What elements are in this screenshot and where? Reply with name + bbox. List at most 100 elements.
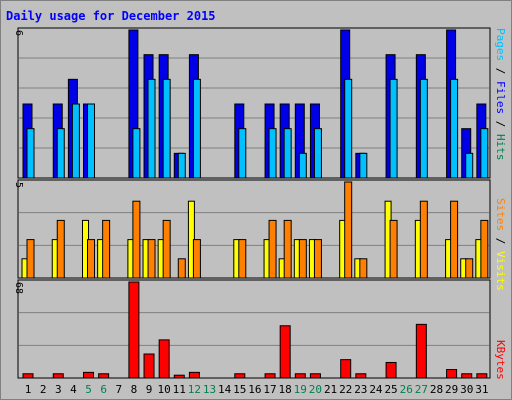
bar-kbytes-day-25 — [385, 361, 397, 379]
x-tick-label-day-18: 18 — [279, 383, 292, 396]
bar-sites-day-1 — [26, 239, 35, 279]
bar-files-day-4 — [71, 103, 80, 179]
x-tick-label-day-10: 10 — [158, 383, 171, 396]
bar-sites-day-19 — [298, 239, 307, 279]
x-tick-label-day-29: 29 — [445, 383, 458, 396]
bar-kbytes-day-17 — [264, 373, 276, 379]
x-tick-label-day-22: 22 — [339, 383, 352, 396]
bar-kbytes-day-5 — [83, 371, 95, 379]
legend-files: Files — [494, 81, 507, 114]
bar-files-day-12 — [192, 78, 201, 179]
x-tick-label-day-9: 9 — [146, 383, 153, 396]
bar-sites-day-22 — [344, 181, 353, 279]
bar-files-day-25 — [389, 78, 398, 179]
bar-files-day-11 — [177, 152, 186, 179]
x-tick-label-day-12: 12 — [188, 383, 201, 396]
panel-frame — [17, 27, 491, 179]
x-tick-label-day-3: 3 — [55, 383, 62, 396]
panel-frame — [17, 179, 491, 279]
bar-sites-day-23 — [359, 258, 368, 279]
bar-files-day-27 — [419, 78, 428, 179]
plot-area: 6 5 68 — [13, 27, 491, 379]
legend-area: Pages / Files / Hits Sites / Visits KBytes — [494, 28, 507, 380]
bar-sites-day-6 — [102, 219, 111, 279]
panel-kbytes: 68 — [13, 279, 491, 379]
bar-sites-day-3 — [56, 219, 65, 279]
bar-sites-day-31 — [480, 219, 489, 279]
legend-hits-files-pages: Pages / Files / Hits — [494, 28, 507, 161]
x-tick-label-day-21: 21 — [324, 383, 337, 396]
legend-hits: Hits — [494, 134, 507, 161]
bar-sites-day-18 — [283, 219, 292, 279]
bar-kbytes-day-10 — [158, 339, 170, 379]
bar-sites-day-30 — [465, 258, 474, 279]
bar-files-day-31 — [480, 128, 489, 179]
bar-sites-day-9 — [147, 239, 156, 279]
x-tick-label-day-6: 6 — [100, 383, 107, 396]
bar-kbytes-day-27 — [415, 323, 427, 379]
panel-frame — [17, 279, 491, 379]
bar-sites-day-11 — [177, 258, 186, 279]
x-tick-label-day-27: 27 — [415, 383, 428, 396]
bar-files-day-23 — [359, 152, 368, 179]
x-tick-label-day-24: 24 — [369, 383, 383, 396]
x-tick-label-day-15: 15 — [233, 383, 246, 396]
x-tick-label-day-4: 4 — [70, 383, 77, 396]
bar-files-day-22 — [344, 78, 353, 179]
legend-sites-visits: Sites / Visits — [494, 198, 507, 291]
y-axis-max-label: 5 — [13, 182, 24, 188]
bar-files-day-10 — [162, 78, 171, 179]
x-tick-label-day-2: 2 — [40, 383, 47, 396]
bar-kbytes-day-31 — [476, 373, 488, 379]
bar-kbytes-day-3 — [52, 373, 64, 379]
y-axis-max-label: 68 — [13, 282, 24, 294]
bar-files-day-9 — [147, 78, 156, 179]
bar-files-day-29 — [450, 78, 459, 179]
bar-files-day-30 — [465, 152, 474, 179]
legend-sites: Sites — [494, 198, 507, 231]
bar-kbytes-day-1 — [22, 373, 34, 379]
x-tick-label-day-7: 7 — [115, 383, 122, 396]
chart-title: Daily usage for December 2015 — [6, 9, 216, 23]
legend-visits: Visits — [494, 251, 507, 291]
bar-sites-day-29 — [450, 200, 459, 279]
bar-kbytes-day-6 — [98, 373, 110, 379]
x-tick-label-day-28: 28 — [430, 383, 443, 396]
bar-files-day-5 — [87, 103, 96, 179]
legend-separator: / — [494, 61, 507, 81]
legend-pages: Pages — [494, 28, 507, 61]
bar-kbytes-day-8 — [128, 281, 140, 379]
bar-files-day-19 — [298, 152, 307, 179]
bar-sites-day-25 — [389, 219, 398, 279]
x-tick-label-day-23: 23 — [354, 383, 367, 396]
bar-files-day-17 — [268, 128, 277, 179]
x-tick-label-day-1: 1 — [25, 383, 32, 396]
bar-sites-day-10 — [162, 219, 171, 279]
legend-kbytes: KBytes — [494, 340, 507, 380]
bar-files-day-15 — [238, 128, 247, 179]
bar-sites-day-17 — [268, 219, 277, 279]
panel-visits-sites: 5 — [13, 179, 491, 279]
x-tick-label-day-13: 13 — [203, 383, 216, 396]
panel-hits-files-pages: 6 — [13, 27, 491, 179]
bar-kbytes-day-11 — [173, 374, 185, 379]
bar-files-day-20 — [313, 128, 322, 179]
bar-files-day-3 — [56, 128, 65, 179]
bar-sites-day-8 — [132, 200, 141, 279]
x-tick-label-day-20: 20 — [309, 383, 322, 396]
bar-sites-day-15 — [238, 239, 247, 279]
bar-sites-day-20 — [313, 239, 322, 279]
bar-kbytes-day-15 — [234, 373, 246, 379]
legend-separator: / — [494, 114, 507, 134]
bar-files-day-1 — [26, 128, 35, 179]
bar-sites-day-12 — [192, 239, 201, 279]
bar-kbytes-day-30 — [461, 373, 473, 379]
x-tick-label-day-11: 11 — [173, 383, 186, 396]
bar-sites-day-5 — [87, 239, 96, 279]
x-tick-label-day-17: 17 — [263, 383, 276, 396]
x-axis-labels: 1 2 3 4 5 6 7 8 9 10 11 12 13 14 15 16 17 18 19 20 21 22 23 24 2… — [25, 383, 489, 396]
bar-kbytes-day-18 — [279, 325, 291, 379]
x-tick-label-day-16: 16 — [248, 383, 261, 396]
x-tick-label-day-5: 5 — [85, 383, 92, 396]
